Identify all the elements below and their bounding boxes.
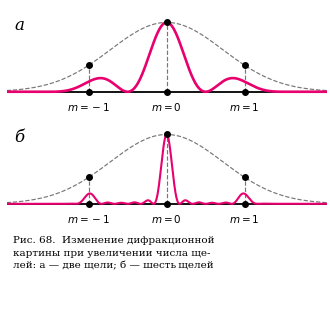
Text: $m=1$: $m=1$ — [229, 213, 260, 225]
Text: $m=-1$: $m=-1$ — [67, 213, 110, 225]
Text: Рис. 68.  Изменение дифракционной
картины при увеличении числа ще-
лей: а — две : Рис. 68. Изменение дифракционной картины… — [13, 236, 214, 271]
Text: б: б — [15, 129, 24, 146]
Text: $m=0$: $m=0$ — [151, 101, 182, 113]
Text: $m=1$: $m=1$ — [229, 101, 260, 113]
Text: а: а — [15, 17, 24, 34]
Text: $m=0$: $m=0$ — [151, 213, 182, 225]
Text: $m=-1$: $m=-1$ — [67, 101, 110, 113]
